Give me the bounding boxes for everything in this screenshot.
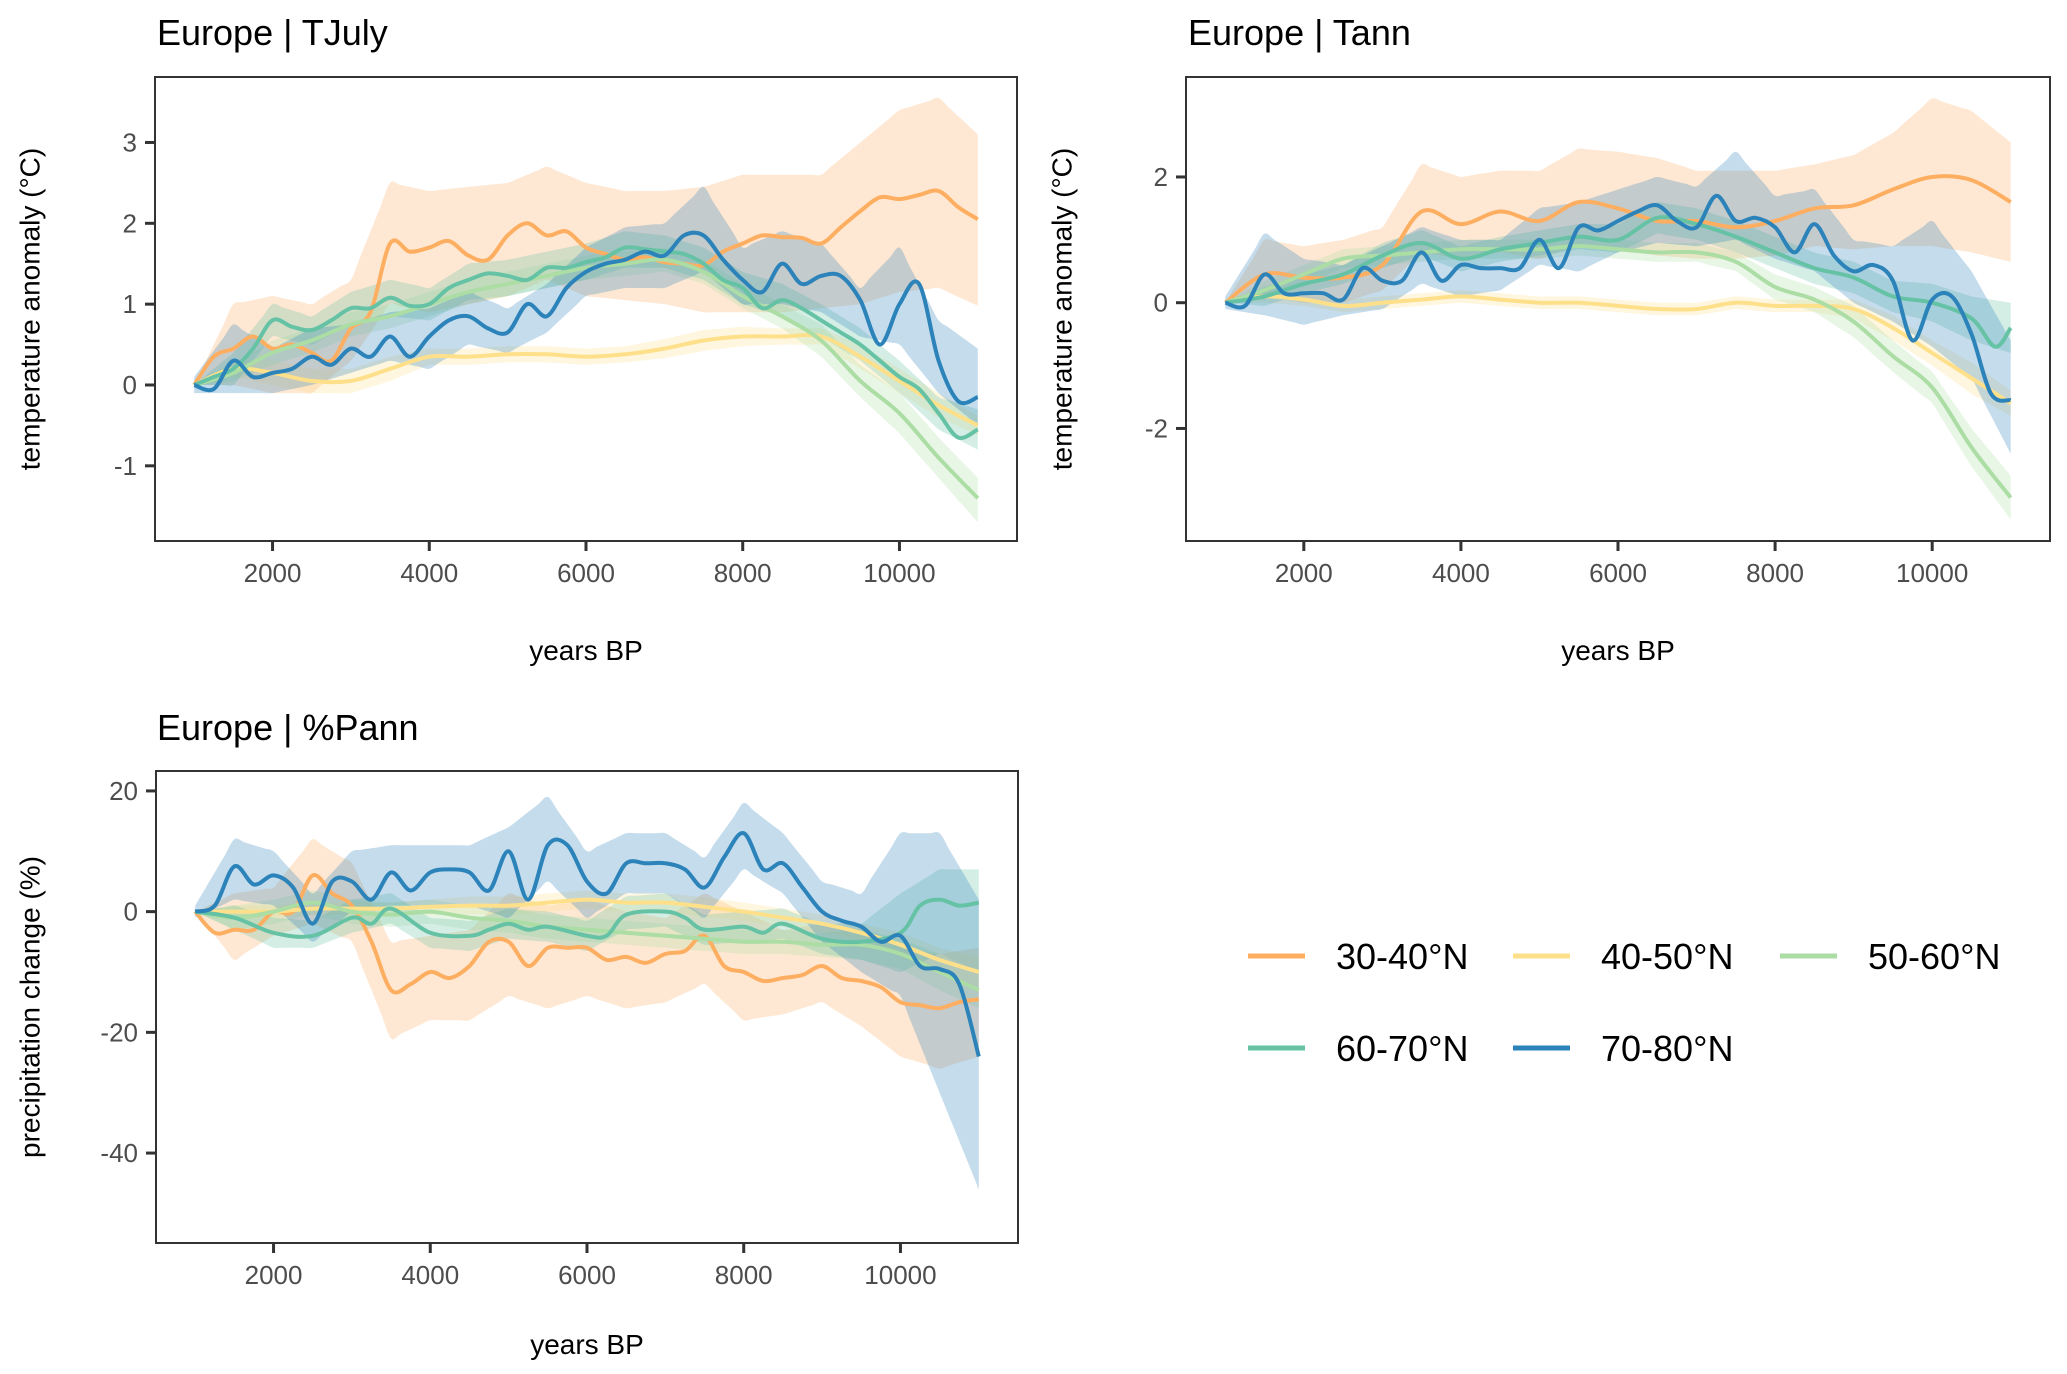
legend-item: 60-70°N [1248, 1028, 1468, 1069]
x-tick-label: 10000 [863, 558, 935, 588]
series-line-70-80 [194, 831, 981, 1058]
x-tick-label: 2000 [1275, 558, 1333, 588]
x-tick-label: 6000 [557, 558, 615, 588]
x-tick-label: 10000 [1896, 558, 1968, 588]
legend-label: 60-70°N [1336, 1028, 1468, 1069]
x-tick-label: 8000 [715, 1260, 773, 1290]
x-tick-label: 2000 [245, 1260, 303, 1290]
series-line-70-80 [1224, 193, 2012, 403]
x-tick-label: 6000 [558, 1260, 616, 1290]
legend-item: 50-60°N [1780, 936, 2000, 977]
y-tick-label: -20 [100, 1017, 138, 1047]
x-axis-title: years BP [530, 1329, 644, 1360]
series-line-30-40 [193, 873, 980, 1011]
legend-label: 30-40°N [1336, 936, 1468, 977]
plot-area [1224, 98, 2013, 520]
series-line-70-80 [193, 230, 979, 406]
plot-area [193, 796, 981, 1190]
y-axis-title: temperature anomaly (°C) [1047, 148, 1078, 470]
ribbon-60-70 [194, 231, 978, 450]
x-tick-label: 4000 [401, 1260, 459, 1290]
ribbon-70-80 [195, 796, 979, 1190]
y-tick-label: 0 [124, 897, 138, 927]
x-tick-label: 8000 [714, 558, 772, 588]
x-tick-label: 4000 [1432, 558, 1490, 588]
legend-item: 30-40°N [1248, 936, 1468, 977]
series-line-50-60 [193, 257, 980, 500]
x-tick-label: 10000 [864, 1260, 936, 1290]
y-tick-label: -40 [100, 1138, 138, 1168]
y-axis-title: temperature anomaly (°C) [15, 148, 46, 470]
x-axis-title: years BP [1561, 635, 1675, 666]
y-axis-title: precipitation change (%) [15, 856, 46, 1158]
y-tick-label: 2 [123, 208, 137, 238]
ribbon-30-40 [195, 839, 979, 1069]
series-line-60-70 [1224, 215, 2013, 349]
ribbon-60-70 [195, 868, 979, 973]
legend-item: 40-50°N [1513, 936, 1733, 977]
ribbon-50-60 [195, 890, 979, 1009]
series-line-40-50 [1224, 294, 2012, 405]
panel-pann: Europe | %Pann 2000 4000 6000 8000 10000 20 0 -2… [15, 707, 1019, 1360]
series-line-60-70 [194, 897, 980, 945]
legend: 30-40°N 40-50°N 50-60°N 60-70°N 70-80°N [1248, 936, 2000, 1069]
x-axis-title: years BP [529, 635, 643, 666]
series-line-50-60 [1224, 244, 2013, 499]
y-tick-label: 3 [123, 127, 137, 157]
y-tick-label: 2 [1154, 162, 1168, 192]
x-tick-label: 2000 [244, 558, 302, 588]
ribbon-40-50 [1225, 290, 2011, 416]
legend-label: 70-80°N [1601, 1028, 1733, 1069]
legend-label: 50-60°N [1868, 936, 2000, 977]
ribbon-70-80 [1225, 151, 2011, 454]
y-tick-label: 20 [109, 776, 138, 806]
legend-label: 40-50°N [1601, 936, 1733, 977]
series-line-40-50 [195, 897, 980, 974]
x-tick-label: 6000 [1589, 558, 1647, 588]
panel-tann: Europe | Tann 2000 4000 6000 8000 10000 2 0 -2 ye… [1047, 12, 2051, 666]
panel-title: Europe | %Pann [157, 707, 419, 748]
series-line-60-70 [193, 245, 979, 440]
ribbon-60-70 [1225, 201, 2011, 353]
plot-area [192, 97, 980, 523]
y-tick-label: -1 [114, 451, 137, 481]
legend-item: 70-80°N [1513, 1028, 1733, 1069]
series-line-30-40 [192, 188, 979, 387]
ribbon-70-80 [194, 186, 978, 426]
panel-title: Europe | TJuly [157, 12, 388, 53]
x-tick-label: 4000 [400, 558, 458, 588]
series-line-40-50 [193, 333, 979, 428]
x-tick-label: 8000 [1746, 558, 1804, 588]
panel-title: Europe | Tann [1188, 12, 1411, 53]
panel-tjuly: Europe | TJuly 2000 4000 6000 8000 10000 3 2 1 0 -… [15, 12, 1018, 666]
y-tick-label: 1 [123, 289, 137, 319]
y-tick-label: 0 [123, 370, 137, 400]
y-tick-label: -2 [1145, 413, 1168, 443]
y-tick-label: 0 [1154, 288, 1168, 318]
